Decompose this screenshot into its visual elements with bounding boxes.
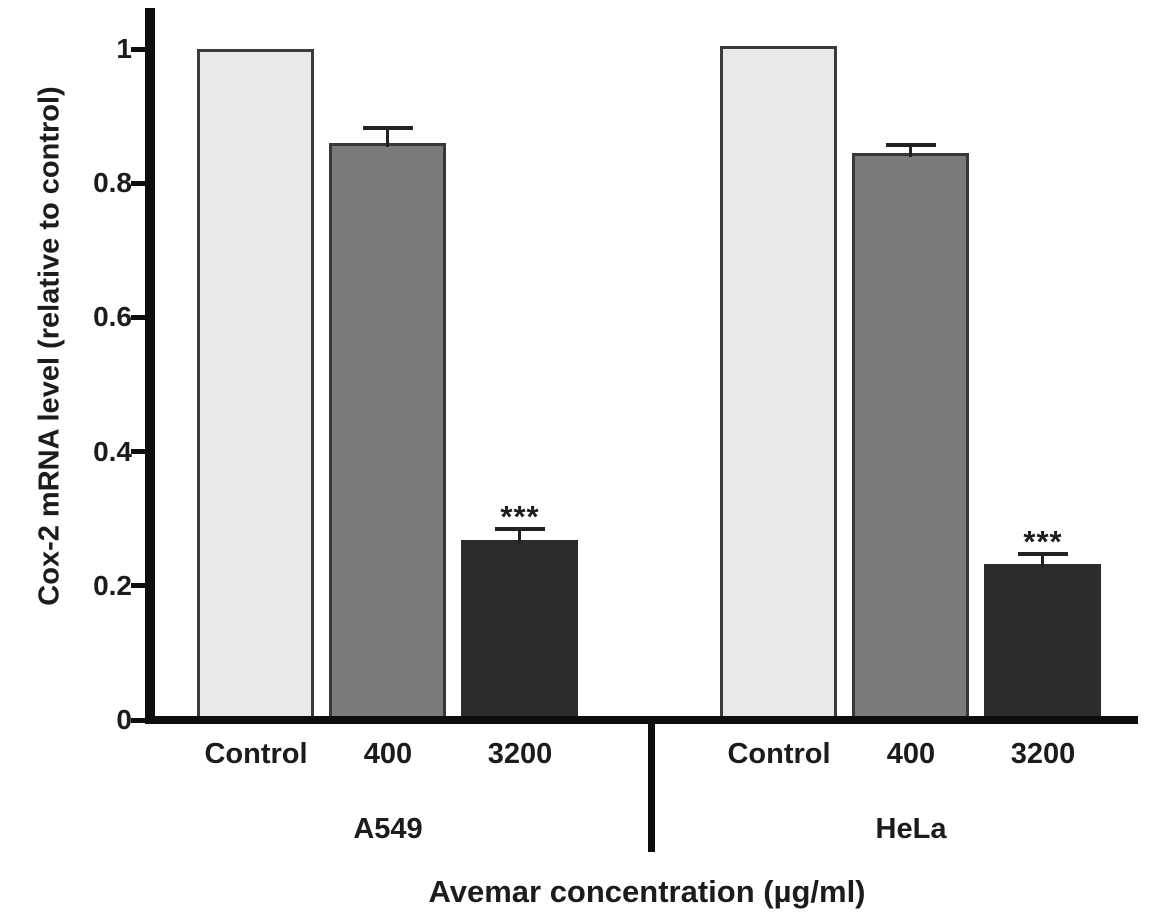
y-axis-line — [145, 8, 155, 724]
y-tick-label: 0.6 — [93, 301, 132, 332]
bar-a549-3200 — [461, 540, 578, 721]
y-tick-mark — [131, 181, 145, 186]
error-bar-stem — [386, 128, 389, 147]
x-category-label: 3200 — [1010, 738, 1076, 770]
y-tick-mark — [131, 315, 145, 320]
x-category-label: 400 — [886, 738, 936, 770]
y-tick-label: 0.2 — [93, 570, 132, 601]
significance-label: *** — [1023, 524, 1063, 559]
bar-hela-control — [720, 46, 837, 721]
x-axis-line — [145, 716, 1138, 724]
group-label-a549: A549 — [353, 813, 423, 845]
bar-hela-3200 — [984, 564, 1101, 721]
error-bar-stem — [1041, 554, 1044, 568]
y-axis-title: Cox-2 mRNA level (relative to control) — [33, 86, 66, 606]
error-bar-stem — [518, 529, 521, 544]
x-category-label: Control — [727, 738, 831, 770]
significance-label: *** — [500, 499, 540, 534]
group-divider-line — [648, 716, 655, 852]
bar-a549-control — [197, 49, 314, 721]
y-tick-mark — [131, 718, 145, 723]
x-category-label: Control — [204, 738, 308, 770]
x-category-label: 400 — [363, 738, 413, 770]
bar-a549-400 — [329, 143, 446, 721]
group-label-hela: HeLa — [875, 813, 947, 845]
y-tick-mark — [131, 449, 145, 454]
y-tick-label: 1 — [116, 33, 132, 64]
y-tick-label: 0.4 — [93, 436, 132, 467]
y-tick-label: 0.8 — [93, 167, 132, 198]
y-tick-mark — [131, 47, 145, 52]
bar-hela-400 — [852, 153, 969, 721]
y-tick-label: 0 — [116, 704, 132, 735]
error-bar-stem — [909, 145, 912, 157]
x-category-label: 3200 — [487, 738, 553, 770]
y-tick-mark — [131, 583, 145, 588]
x-axis-title: Avemar concentration (µg/ml) — [428, 874, 866, 909]
